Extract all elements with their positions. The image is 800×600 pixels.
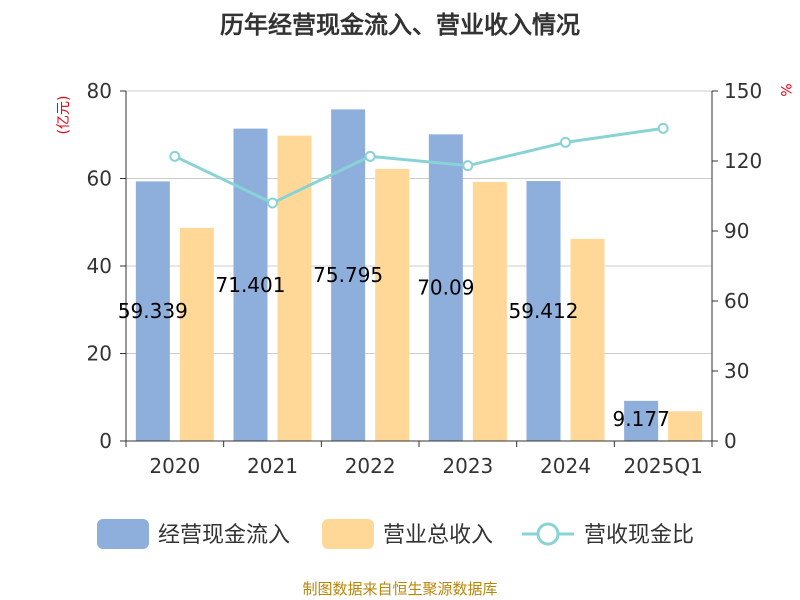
chart-title: 历年经营现金流入、营业收入情况 <box>220 11 580 39</box>
left-tick-label: 80 <box>87 79 112 103</box>
left-tick-label: 40 <box>87 254 112 278</box>
legend-label-revenue: 营业总收入 <box>383 523 493 548</box>
legend: 经营现金流入 营业总收入 营收现金比 <box>97 519 694 549</box>
right-tick-label: 150 <box>724 79 762 103</box>
ratio-point <box>267 197 278 209</box>
x-tick-label: 2022 <box>345 454 396 478</box>
bar-cash-inflow <box>233 128 268 442</box>
ratio-point <box>657 122 669 134</box>
grid-lines <box>126 90 712 354</box>
bar-revenue <box>570 238 605 441</box>
x-tick-label: 2020 <box>149 454 200 478</box>
bars <box>135 109 703 442</box>
right-tick-label: 90 <box>724 219 749 243</box>
x-tick-label: 2021 <box>247 454 298 478</box>
legend-label-ratio: 营收现金比 <box>584 523 694 548</box>
left-tick-label: 0 <box>99 429 112 453</box>
left-tick-label: 60 <box>87 167 112 191</box>
ratio-point <box>462 160 474 172</box>
right-tick-label: 30 <box>724 359 749 383</box>
left-tick-label: 20 <box>87 342 112 366</box>
x-tick-label: 2024 <box>540 454 591 478</box>
right-axis-unit: % <box>777 83 793 96</box>
ratio-line <box>169 122 669 209</box>
bar-cash-inflow <box>135 181 170 441</box>
right-tick-label: 0 <box>724 429 737 453</box>
bar-revenue <box>668 411 703 441</box>
left-axis-unit: (亿元) <box>56 96 72 135</box>
bar-cash-inflow <box>624 400 659 441</box>
ratio-point <box>560 136 571 148</box>
data-label: 9.177 <box>613 407 670 431</box>
legend-label-cash-inflow: 经营现金流入 <box>158 523 290 548</box>
bar-revenue <box>472 182 507 441</box>
data-label: 59.339 <box>118 299 188 323</box>
data-label: 70.09 <box>417 276 474 300</box>
legend-swatch-ratio-marker <box>536 522 560 546</box>
axes: 0 20 40 60 80 0 30 60 90 120 150 2020 2021 2022 2023 20… <box>87 79 763 478</box>
ratio-point <box>364 150 376 162</box>
bar-revenue <box>179 227 214 441</box>
ratio-point <box>169 150 181 162</box>
data-labels: 59.339 71.401 75.795 70.09 59.412 9.177 <box>118 263 670 431</box>
x-tick-label: 2023 <box>442 454 493 478</box>
bar-cash-inflow <box>331 109 366 441</box>
data-label: 71.401 <box>216 273 286 297</box>
data-label: 75.795 <box>313 263 383 287</box>
ratio-line-path <box>174 126 664 205</box>
right-tick-label: 60 <box>724 289 749 313</box>
bar-revenue <box>375 168 410 441</box>
source-note: 制图数据来自恒生聚源数据库 <box>302 580 497 598</box>
legend-swatch-revenue <box>322 519 374 549</box>
bar-cash-inflow <box>428 134 463 441</box>
x-tick-label: 2025Q1 <box>623 454 702 478</box>
bar-cash-inflow <box>526 181 561 441</box>
right-tick-label: 120 <box>724 149 762 173</box>
legend-swatch-cash-inflow <box>97 519 149 549</box>
data-label: 59.412 <box>509 299 579 323</box>
